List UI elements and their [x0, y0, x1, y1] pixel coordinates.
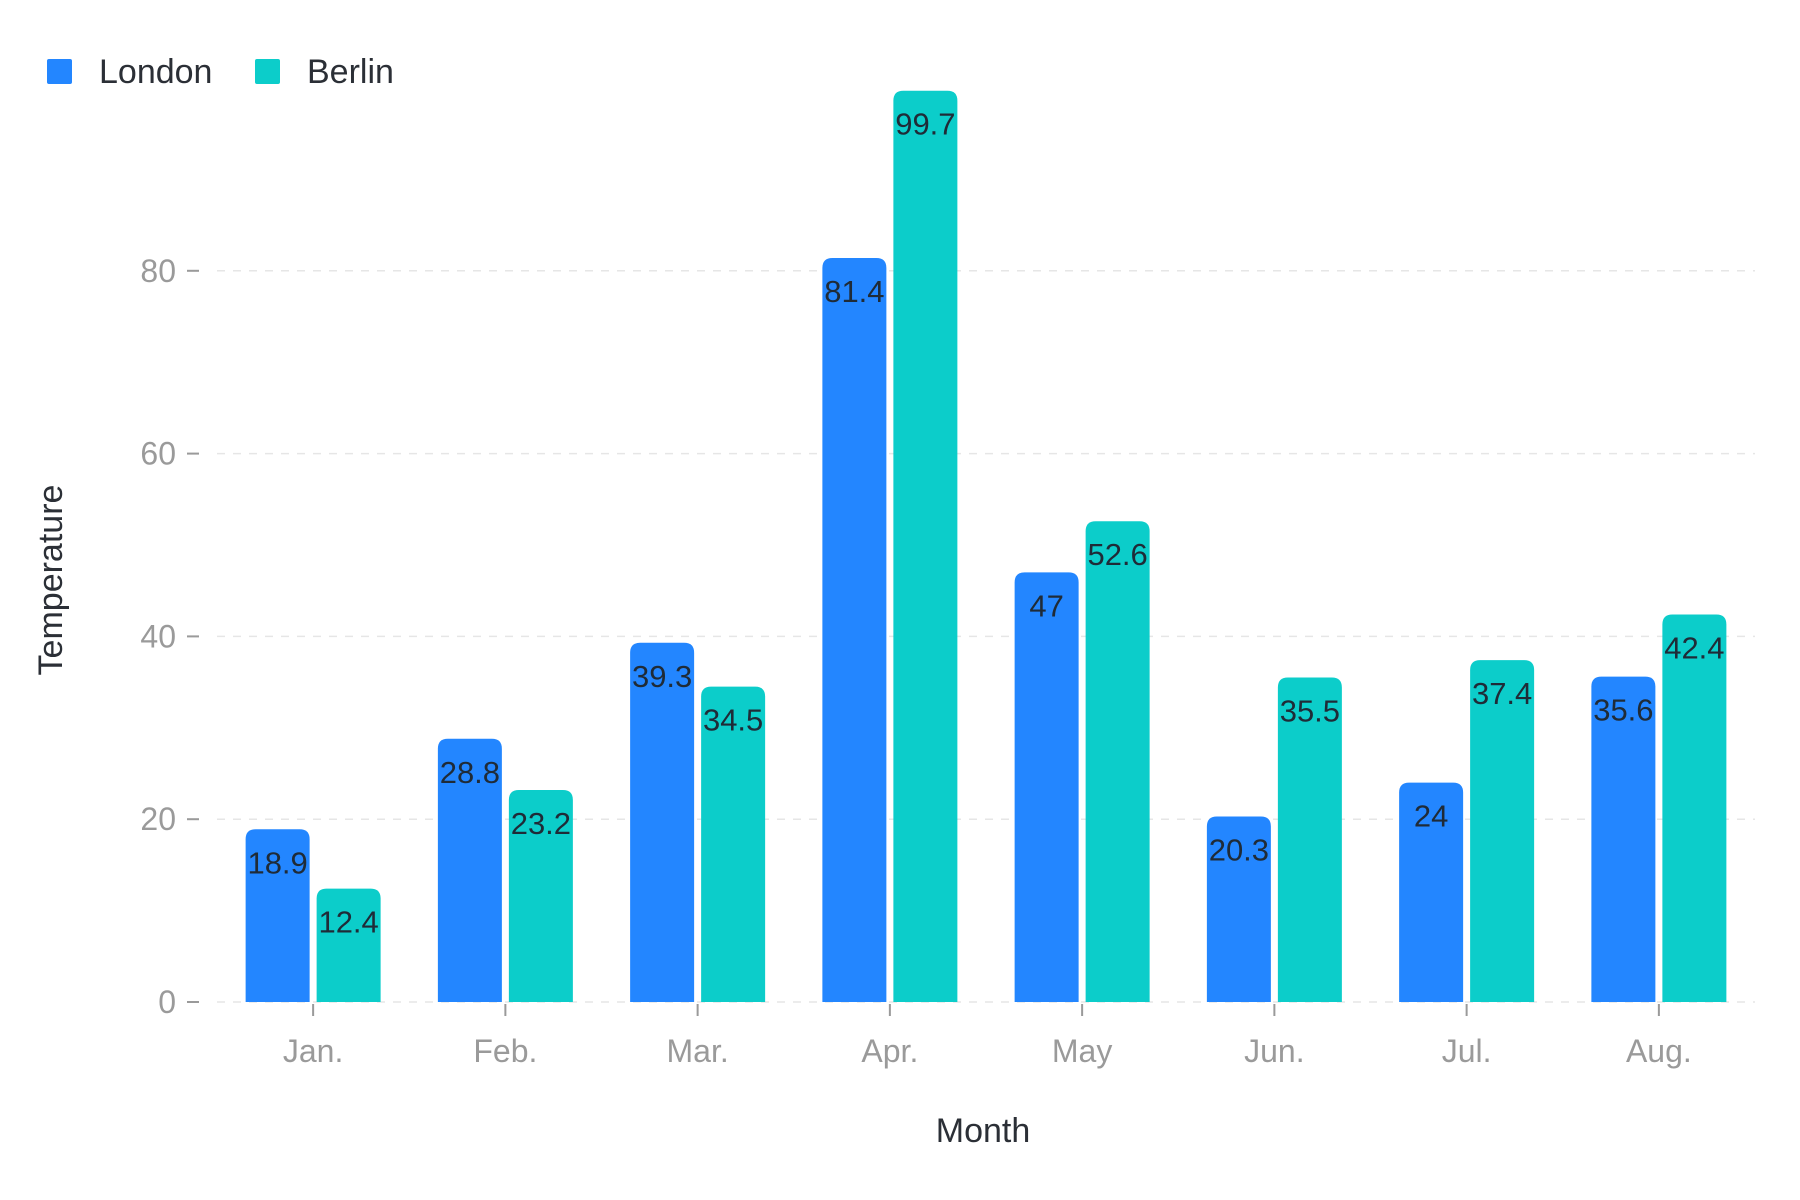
x-tick-label-4: May [1052, 1033, 1112, 1069]
data-label-berlin-5: 35.5 [1280, 694, 1340, 729]
data-labels: 18.9 12.4 28.8 23.2 39.3 34.5 81.4 99.7 47 52.6 20… [247, 107, 1724, 940]
bar-berlin-7[interactable] [1662, 614, 1727, 1002]
x-tick-label-7: Aug. [1626, 1033, 1692, 1069]
y-tick-label-4: 80 [140, 253, 176, 289]
y-tick-label-0: 0 [158, 984, 176, 1020]
data-label-berlin-6: 37.4 [1472, 676, 1532, 711]
bar-berlin-5[interactable] [1277, 677, 1342, 1002]
data-label-london-5: 20.3 [1209, 832, 1269, 867]
bar-london-0[interactable] [245, 829, 310, 1002]
legend-label-0[interactable]: London [99, 53, 212, 91]
y-tick-label-2: 40 [140, 618, 176, 654]
bar-berlin-3[interactable] [893, 90, 958, 1002]
x-tick-label-3: Apr. [861, 1033, 918, 1069]
bars [245, 90, 1727, 1002]
data-label-berlin-7: 42.4 [1664, 630, 1724, 665]
bar-berlin-6[interactable] [1470, 660, 1535, 1002]
bar-london-1[interactable] [437, 738, 502, 1002]
bar-london-3[interactable] [822, 258, 887, 1002]
bar-berlin-0[interactable] [316, 888, 381, 1002]
x-tick-label-6: Jul. [1442, 1033, 1492, 1069]
x-tick-label-2: Mar. [667, 1033, 729, 1069]
x-axis-title: Month [936, 1112, 1031, 1150]
data-label-berlin-0: 12.4 [318, 905, 378, 940]
bar-london-7[interactable] [1591, 676, 1656, 1002]
data-label-london-7: 35.6 [1593, 693, 1653, 728]
y-axis-title: Temperature [32, 485, 70, 676]
data-label-london-2: 39.3 [632, 659, 692, 694]
data-label-london-3: 81.4 [824, 274, 884, 309]
data-label-london-6: 24 [1414, 799, 1448, 834]
data-label-london-0: 18.9 [247, 845, 307, 880]
legend-swatch-0[interactable] [47, 59, 72, 84]
data-label-london-1: 28.8 [440, 755, 500, 790]
bar-berlin-2[interactable] [701, 686, 766, 1002]
legend-swatch-1[interactable] [255, 59, 280, 84]
x-tick-label-0: Jan. [283, 1033, 343, 1069]
y-tick-label-3: 60 [140, 436, 176, 472]
bar-london-6[interactable] [1399, 782, 1464, 1002]
legend: London Berlin [47, 53, 394, 91]
legend-label-1[interactable]: Berlin [307, 53, 394, 91]
bar-berlin-4[interactable] [1085, 521, 1150, 1002]
y-axis: 0 20 40 60 80 [140, 253, 199, 1020]
x-tick-label-1: Feb. [473, 1033, 537, 1069]
data-label-london-4: 47 [1029, 588, 1063, 623]
x-tick-label-5: Jun. [1244, 1033, 1304, 1069]
x-axis: Jan. Feb. Mar. Apr. May Jun. Jul. Aug. [283, 1004, 1692, 1069]
bar-berlin-1[interactable] [508, 789, 573, 1002]
data-label-berlin-2: 34.5 [703, 703, 763, 738]
bar-london-5[interactable] [1206, 816, 1271, 1002]
data-label-berlin-3: 99.7 [895, 107, 955, 142]
bar-london-4[interactable] [1014, 572, 1079, 1002]
bar-london-2[interactable] [630, 642, 695, 1002]
y-tick-label-1: 20 [140, 801, 176, 837]
data-label-berlin-4: 52.6 [1087, 537, 1147, 572]
data-label-berlin-1: 23.2 [511, 806, 571, 841]
